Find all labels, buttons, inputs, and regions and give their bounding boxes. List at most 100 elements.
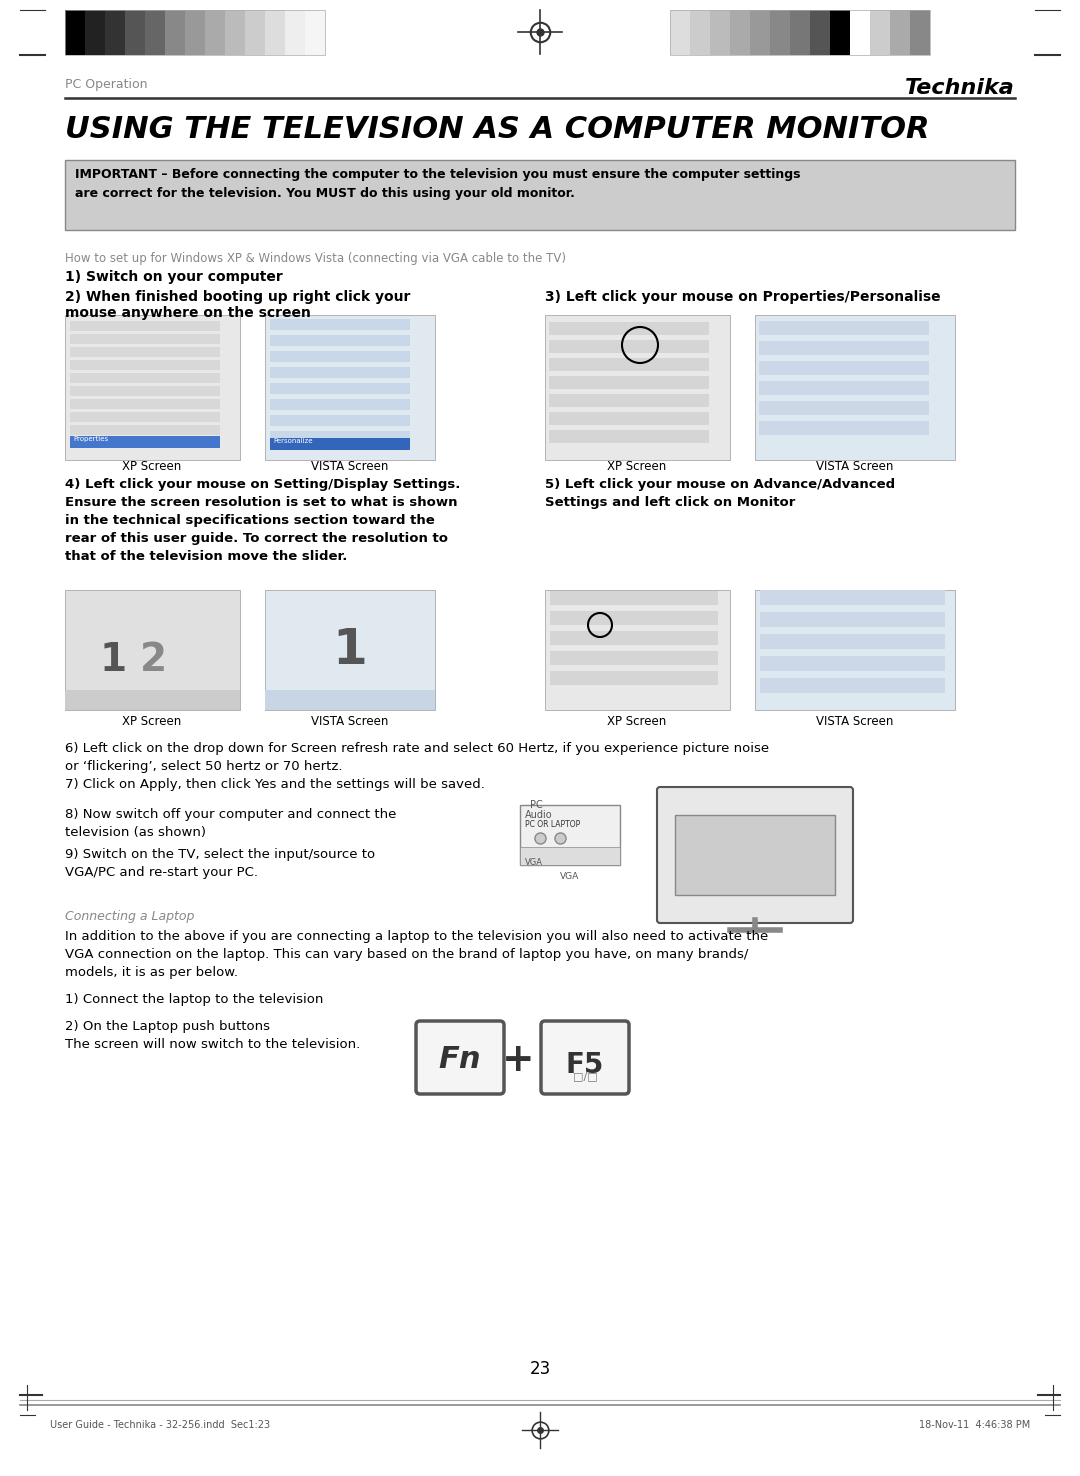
Bar	[759, 320, 929, 335]
Text: 3) Left click your mouse on Properties/Personalise: 3) Left click your mouse on Properties/P…	[545, 289, 941, 304]
Bar	[760, 590, 945, 605]
Bar	[759, 381, 929, 396]
Bar	[270, 431, 410, 441]
Text: 8) Now switch off your computer and connect the
television (as shown): 8) Now switch off your computer and conn…	[65, 807, 396, 838]
Text: □/□: □/□	[572, 1072, 597, 1080]
Text: VISTA Screen: VISTA Screen	[816, 461, 893, 472]
Bar	[70, 347, 220, 357]
Bar	[265, 10, 285, 55]
Bar	[545, 314, 730, 461]
Bar	[759, 341, 929, 356]
Bar	[549, 376, 708, 390]
Text: XP Screen: XP Screen	[607, 461, 666, 472]
Text: Fn: Fn	[438, 1045, 482, 1075]
Text: How to set up for Windows XP & Windows Vista (connecting via VGA cable to the TV: How to set up for Windows XP & Windows V…	[65, 252, 566, 266]
Bar	[70, 438, 220, 449]
Bar	[755, 590, 955, 710]
Bar	[65, 590, 240, 710]
Bar	[850, 10, 870, 55]
Bar	[285, 10, 305, 55]
Text: 1) Connect the laptop to the television: 1) Connect the laptop to the television	[65, 993, 323, 1007]
Bar	[305, 10, 325, 55]
Bar	[675, 815, 835, 894]
Text: XP Screen: XP Screen	[122, 714, 181, 728]
Bar	[890, 10, 910, 55]
Bar	[265, 590, 435, 710]
Text: 4) Left click your mouse on Setting/Display Settings.
Ensure the screen resoluti: 4) Left click your mouse on Setting/Disp…	[65, 478, 460, 562]
Bar	[270, 319, 410, 331]
Bar	[85, 10, 105, 55]
Bar	[265, 314, 435, 461]
Text: Personalize: Personalize	[273, 438, 312, 444]
Bar	[760, 613, 945, 627]
Bar	[70, 435, 220, 449]
Bar	[759, 362, 929, 375]
Bar	[105, 10, 125, 55]
Bar	[165, 10, 185, 55]
Bar	[549, 394, 708, 407]
Bar	[70, 320, 220, 331]
Bar	[125, 10, 145, 55]
Bar	[760, 655, 945, 672]
Bar	[550, 590, 718, 605]
Text: VISTA Screen: VISTA Screen	[816, 714, 893, 728]
Text: 7) Click on Apply, then click Yes and the settings will be saved.: 7) Click on Apply, then click Yes and th…	[65, 778, 485, 791]
Bar	[270, 399, 410, 410]
Text: IMPORTANT – Before connecting the computer to the television you must ensure the: IMPORTANT – Before connecting the comput…	[75, 168, 800, 201]
Bar	[550, 632, 718, 645]
Text: PC Operation: PC Operation	[65, 78, 148, 92]
Bar	[690, 10, 710, 55]
Bar	[549, 359, 708, 370]
Text: VISTA Screen: VISTA Screen	[311, 714, 389, 728]
Bar	[70, 373, 220, 382]
Bar	[710, 10, 730, 55]
Bar	[270, 382, 410, 394]
Bar	[770, 10, 789, 55]
Bar	[519, 847, 620, 865]
Bar	[730, 10, 750, 55]
Text: 1: 1	[100, 641, 127, 679]
Text: Technika: Technika	[905, 78, 1015, 97]
Text: 2: 2	[140, 641, 167, 679]
Bar	[519, 804, 620, 865]
Bar	[65, 159, 1015, 230]
Bar	[70, 387, 220, 396]
Bar	[670, 10, 690, 55]
Bar	[70, 425, 220, 435]
Text: XP Screen: XP Screen	[607, 714, 666, 728]
Text: PC: PC	[530, 800, 543, 810]
Bar	[550, 651, 718, 666]
Text: 18-Nov-11  4:46:38 PM: 18-Nov-11 4:46:38 PM	[919, 1420, 1030, 1430]
Text: F5: F5	[566, 1051, 604, 1079]
Bar	[65, 10, 325, 55]
Bar	[670, 10, 930, 55]
Text: Audio: Audio	[525, 810, 553, 821]
Text: User Guide - Technika - 32-256.indd  Sec1:23: User Guide - Technika - 32-256.indd Sec1…	[50, 1420, 270, 1430]
Bar	[549, 430, 708, 443]
Bar	[759, 421, 929, 435]
Text: USING THE TELEVISION AS A COMPUTER MONITOR: USING THE TELEVISION AS A COMPUTER MONIT…	[65, 115, 930, 145]
Bar	[750, 10, 770, 55]
Bar	[760, 677, 945, 694]
Bar	[205, 10, 225, 55]
Bar	[185, 10, 205, 55]
Text: 2) When finished booting up right click your
mouse anywhere on the screen: 2) When finished booting up right click …	[65, 289, 410, 320]
Text: 6) Left click on the drop down for Screen refresh rate and select 60 Hertz, if y: 6) Left click on the drop down for Scree…	[65, 742, 769, 773]
Bar	[810, 10, 831, 55]
Bar	[270, 415, 410, 427]
Text: VISTA Screen: VISTA Screen	[311, 461, 389, 472]
Bar	[65, 689, 240, 710]
Bar	[789, 10, 810, 55]
Text: VGA: VGA	[561, 872, 580, 881]
Bar	[870, 10, 890, 55]
Bar	[245, 10, 265, 55]
Bar	[65, 314, 240, 461]
Bar	[760, 635, 945, 649]
Text: 2) On the Laptop push buttons
The screen will now switch to the television.: 2) On the Laptop push buttons The screen…	[65, 1020, 361, 1051]
Bar	[270, 351, 410, 362]
Bar	[910, 10, 930, 55]
Text: Properties: Properties	[73, 435, 108, 441]
FancyBboxPatch shape	[416, 1021, 504, 1094]
Bar	[831, 10, 850, 55]
Bar	[549, 322, 708, 335]
